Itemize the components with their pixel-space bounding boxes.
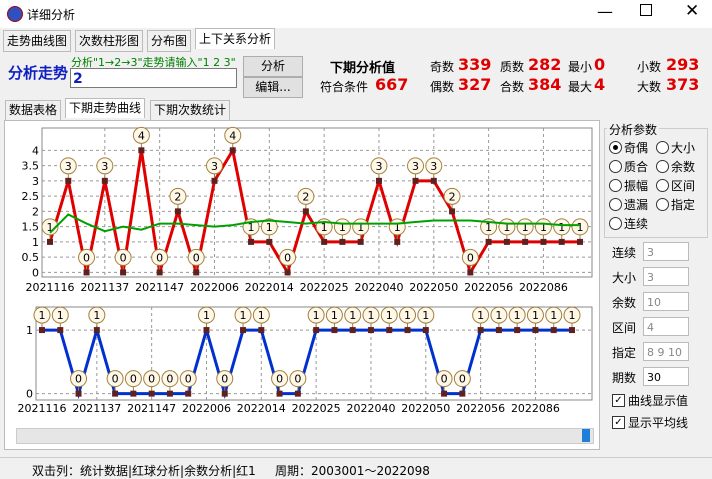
- select-label: 区间: [612, 321, 637, 335]
- select[interactable]: 3: [643, 242, 689, 261]
- tab[interactable]: 分布图: [147, 30, 192, 52]
- status-text: 双击列：统计数据|红球分析|余数分析|红1: [32, 464, 256, 478]
- stat-label: 最大: [568, 80, 593, 94]
- stat-value: 384: [528, 75, 562, 94]
- stat-value: 4: [594, 75, 606, 94]
- select[interactable]: 10: [643, 292, 689, 311]
- radio[interactable]: [656, 198, 669, 211]
- button[interactable]: 编辑...: [243, 77, 303, 98]
- next-title: 下期分析值: [330, 61, 396, 76]
- radio[interactable]: [609, 179, 622, 192]
- stat-value: 327: [458, 75, 492, 94]
- sub-tab-active[interactable]: 下期走势曲线: [65, 98, 146, 118]
- params-title: 分析参数: [607, 121, 660, 138]
- radio-label: 区间: [671, 179, 696, 193]
- close[interactable]: ✕: [685, 1, 700, 21]
- window-title: 详细分析: [27, 8, 76, 22]
- stat-label: 小数: [637, 60, 662, 74]
- radio-label: 指定: [671, 198, 696, 212]
- checkbox[interactable]: ✓: [612, 394, 625, 407]
- stat-label: 偶数: [430, 80, 455, 94]
- select-label: 连续: [612, 246, 637, 260]
- select-label: 大小: [612, 271, 637, 285]
- button[interactable]: 分析: [243, 56, 303, 77]
- scroll-thumb[interactable]: [582, 429, 590, 442]
- sub-tab[interactable]: 数据表格: [5, 100, 62, 121]
- radio-label: 余数: [671, 160, 696, 174]
- input-hint: 分析"1→2→3"走势请输入"1 2 3": [71, 56, 236, 69]
- select-label: 期数: [612, 371, 637, 385]
- stat-label: 大数: [637, 80, 662, 94]
- status-bar: [0, 457, 712, 478]
- status-text: 周期：2003001～2022098: [275, 464, 430, 478]
- stat-label: 最小: [568, 60, 593, 74]
- checkbox-label: 显示平均线: [628, 416, 689, 430]
- checkbox-label: 曲线显示值: [628, 394, 689, 408]
- stat-label: 合数: [500, 80, 525, 94]
- sub-tab[interactable]: 下期次数统计: [150, 100, 231, 121]
- radio-label: 遗漏: [624, 198, 649, 212]
- title-bar: [0, 0, 712, 28]
- match-value: 667: [375, 75, 409, 94]
- tab-active[interactable]: 上下关系分析: [195, 28, 276, 49]
- radio[interactable]: [609, 160, 622, 173]
- select[interactable]: 30: [643, 367, 689, 386]
- radio-label: 质合: [624, 160, 649, 174]
- tab[interactable]: 次数柱形图: [75, 30, 144, 52]
- radio[interactable]: [656, 141, 669, 154]
- chart-panel: [4, 120, 600, 450]
- stat-label: 质数: [500, 60, 525, 74]
- select[interactable]: 3: [643, 267, 689, 286]
- radio[interactable]: [609, 217, 622, 230]
- radio[interactable]: [609, 141, 622, 154]
- radio-label: 振幅: [624, 179, 649, 193]
- stat-value: 0: [594, 55, 606, 74]
- match-label: 符合条件: [320, 80, 369, 94]
- select[interactable]: 4: [643, 317, 689, 336]
- select[interactable]: 8 9 10 11: [643, 342, 689, 378]
- select-label: 指定: [612, 346, 637, 360]
- stat-label: 奇数: [430, 60, 455, 74]
- stat-value: 373: [666, 75, 700, 94]
- radio-label: 连续: [624, 217, 649, 231]
- radio-label: 大小: [671, 141, 696, 155]
- input[interactable]: 2: [70, 68, 237, 88]
- select-label: 余数: [612, 296, 637, 310]
- scrollbar[interactable]: [16, 428, 594, 444]
- app-icon: [7, 6, 23, 22]
- checkbox[interactable]: ✓: [612, 416, 625, 429]
- radio[interactable]: [609, 198, 622, 211]
- stat-value: 282: [528, 55, 562, 74]
- analysis-label: 分析走势: [8, 64, 69, 82]
- radio[interactable]: [656, 160, 669, 173]
- tab[interactable]: 走势曲线图: [3, 30, 72, 52]
- minimize[interactable]: —: [597, 2, 613, 21]
- radio[interactable]: [656, 179, 669, 192]
- radio-label: 奇偶: [624, 141, 649, 155]
- stat-value: 339: [458, 55, 492, 74]
- stat-value: 293: [666, 55, 700, 74]
- maximize[interactable]: [640, 4, 652, 16]
